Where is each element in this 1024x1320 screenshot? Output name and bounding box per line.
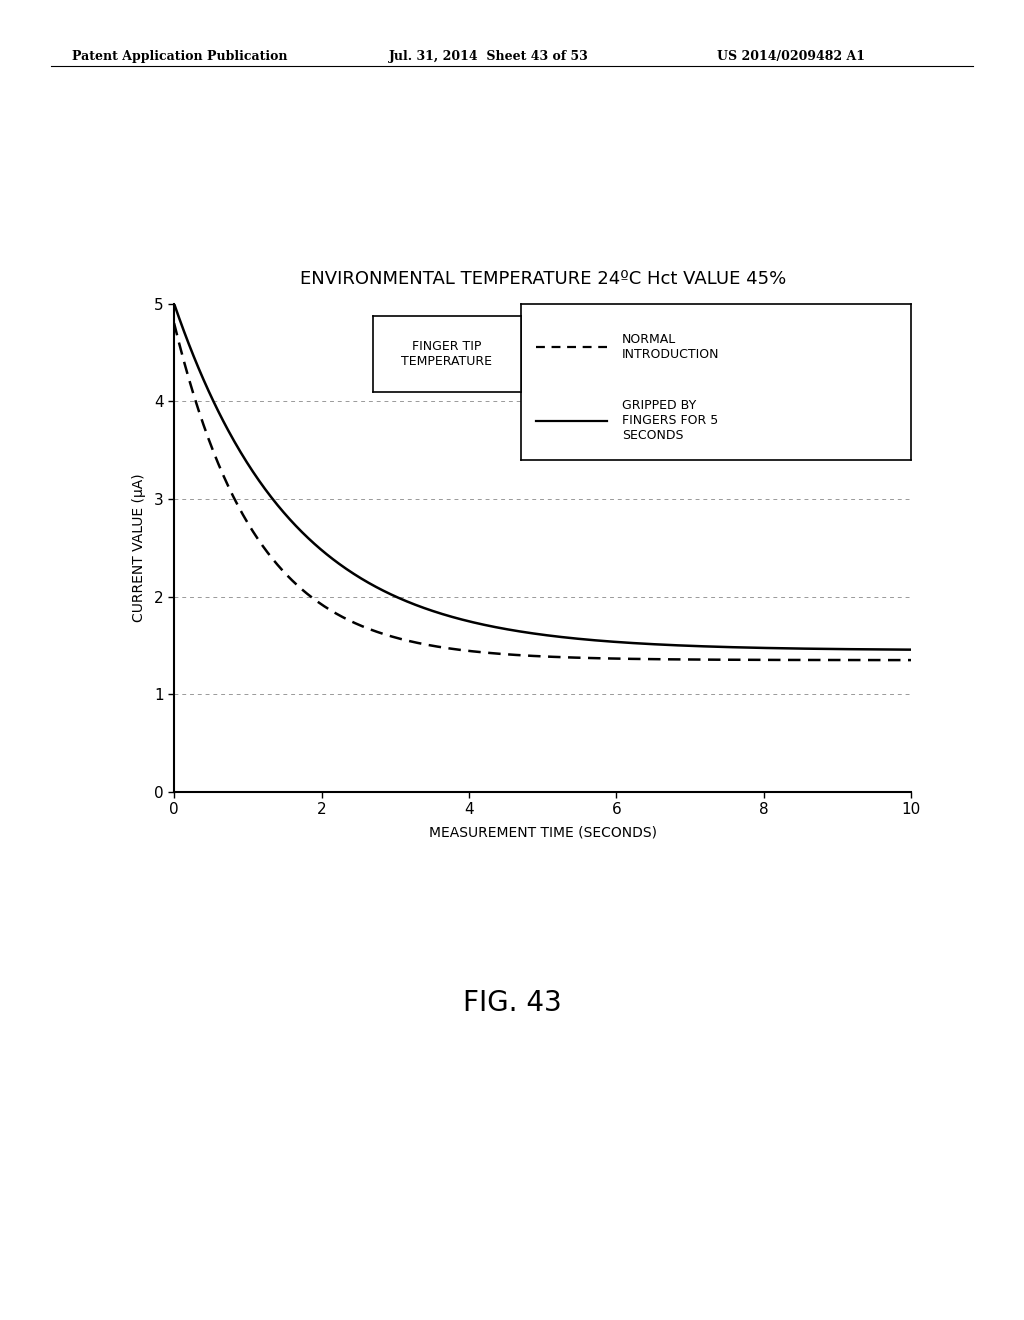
- Text: FIG. 43: FIG. 43: [463, 989, 561, 1018]
- Text: Jul. 31, 2014  Sheet 43 of 53: Jul. 31, 2014 Sheet 43 of 53: [389, 50, 589, 63]
- X-axis label: MEASUREMENT TIME (SECONDS): MEASUREMENT TIME (SECONDS): [429, 826, 656, 840]
- Y-axis label: CURRENT VALUE (μA): CURRENT VALUE (μA): [131, 474, 145, 622]
- Text: Patent Application Publication: Patent Application Publication: [72, 50, 287, 63]
- Text: US 2014/0209482 A1: US 2014/0209482 A1: [717, 50, 865, 63]
- Title: ENVIRONMENTAL TEMPERATURE 24ºC Hct VALUE 45%: ENVIRONMENTAL TEMPERATURE 24ºC Hct VALUE…: [300, 271, 785, 288]
